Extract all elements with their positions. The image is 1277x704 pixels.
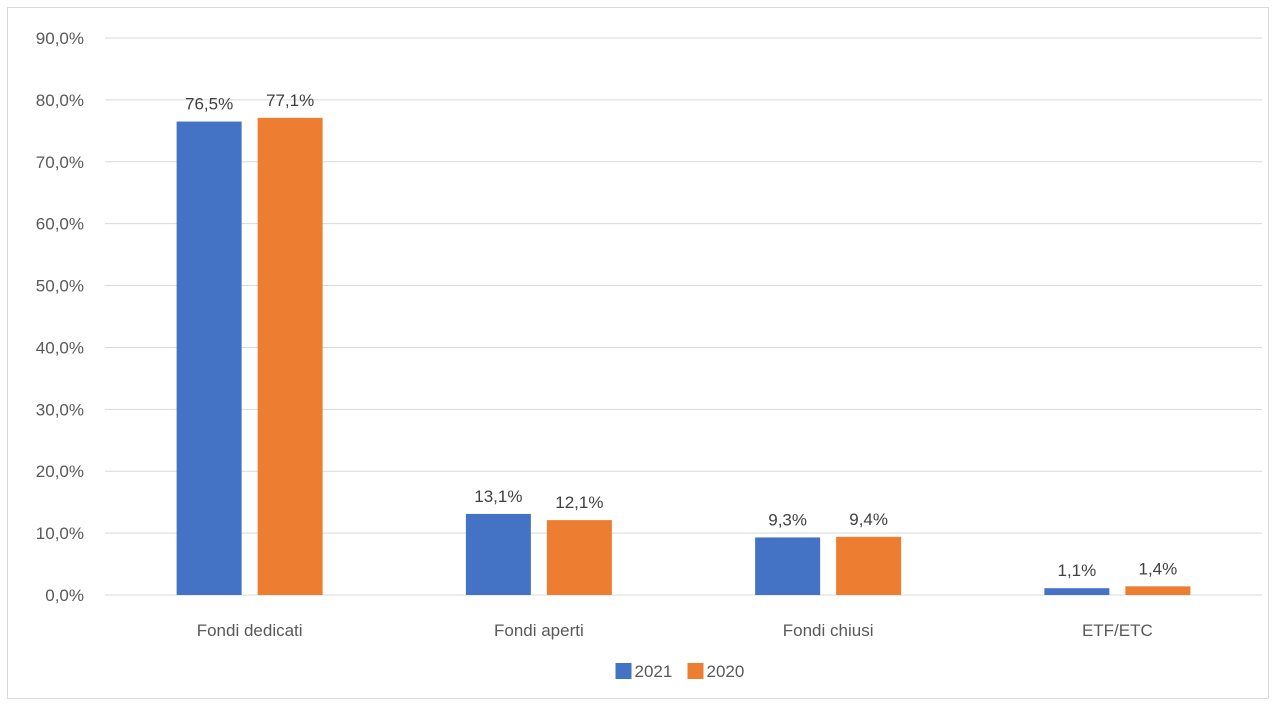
bar-2020-1 xyxy=(546,520,612,595)
y-tick-label: 0,0% xyxy=(45,586,84,605)
bar-2021-1 xyxy=(465,513,531,595)
bar-2021-2 xyxy=(755,537,821,595)
data-label: 77,1% xyxy=(266,91,314,110)
y-tick-label: 70,0% xyxy=(36,153,84,172)
x-tick-label: ETF/ETC xyxy=(1082,621,1153,640)
x-tick-label: Fondi chiusi xyxy=(783,621,874,640)
data-label: 9,4% xyxy=(849,510,888,529)
bar-2021-3 xyxy=(1044,588,1110,595)
x-tick-label: Fondi dedicati xyxy=(197,621,303,640)
bar-2021-0 xyxy=(176,121,242,596)
legend-label: 2021 xyxy=(635,662,673,681)
bar-2020-3 xyxy=(1125,586,1191,595)
data-label: 76,5% xyxy=(185,95,233,114)
data-label: 1,4% xyxy=(1139,559,1178,578)
legend-swatch-2020 xyxy=(687,663,704,679)
legend-swatch-2021 xyxy=(615,663,632,679)
bar-2020-0 xyxy=(257,117,323,595)
y-tick-label: 30,0% xyxy=(36,400,84,419)
data-label: 13,1% xyxy=(474,487,522,506)
y-tick-label: 40,0% xyxy=(36,338,84,357)
y-tick-label: 60,0% xyxy=(36,215,84,234)
data-label: 12,1% xyxy=(555,493,603,512)
legend-label: 2020 xyxy=(707,662,745,681)
bar-2020-2 xyxy=(836,536,902,595)
y-tick-label: 80,0% xyxy=(36,91,84,110)
y-tick-label: 50,0% xyxy=(36,277,84,296)
x-tick-label: Fondi aperti xyxy=(494,621,584,640)
y-tick-label: 20,0% xyxy=(36,462,84,481)
y-tick-label: 10,0% xyxy=(36,524,84,543)
data-label: 9,3% xyxy=(768,510,807,529)
data-label: 1,1% xyxy=(1058,561,1097,580)
y-tick-label: 90,0% xyxy=(36,29,84,48)
